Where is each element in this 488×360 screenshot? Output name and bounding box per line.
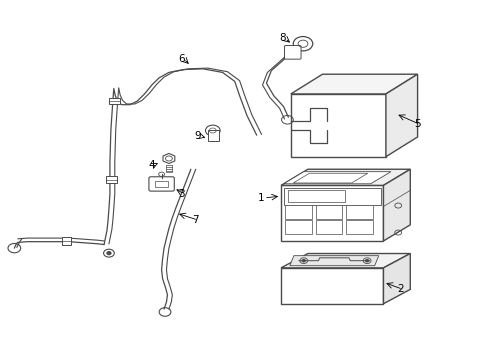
Polygon shape — [290, 74, 417, 94]
Polygon shape — [383, 253, 409, 304]
Bar — [155, 181, 168, 187]
Polygon shape — [281, 169, 409, 185]
Bar — [61, 237, 71, 244]
FancyBboxPatch shape — [284, 45, 301, 59]
Circle shape — [302, 260, 305, 262]
Text: 9: 9 — [194, 131, 201, 141]
Bar — [315, 220, 342, 234]
Bar — [346, 206, 372, 219]
Polygon shape — [281, 253, 409, 268]
FancyBboxPatch shape — [149, 177, 174, 191]
Polygon shape — [281, 185, 383, 241]
Polygon shape — [283, 172, 390, 184]
Polygon shape — [383, 169, 409, 241]
Circle shape — [365, 260, 368, 262]
Text: 7: 7 — [192, 215, 199, 225]
Polygon shape — [290, 94, 385, 157]
Bar — [106, 176, 117, 183]
Bar — [315, 206, 342, 219]
Text: 1: 1 — [258, 193, 264, 203]
Text: 3: 3 — [178, 189, 184, 199]
Bar — [207, 130, 218, 140]
Bar — [285, 206, 311, 219]
Polygon shape — [289, 256, 378, 266]
Text: 6: 6 — [178, 54, 184, 64]
Polygon shape — [163, 153, 175, 163]
Text: 4: 4 — [148, 160, 155, 170]
Text: 5: 5 — [413, 120, 420, 129]
Polygon shape — [281, 268, 383, 304]
Polygon shape — [293, 173, 367, 183]
Text: 2: 2 — [396, 284, 403, 294]
Bar — [288, 190, 344, 202]
Bar — [285, 220, 311, 234]
Polygon shape — [385, 74, 417, 157]
Bar — [283, 188, 380, 205]
Circle shape — [107, 252, 111, 255]
Bar — [109, 98, 120, 104]
Text: 8: 8 — [279, 33, 285, 43]
Bar — [346, 220, 372, 234]
